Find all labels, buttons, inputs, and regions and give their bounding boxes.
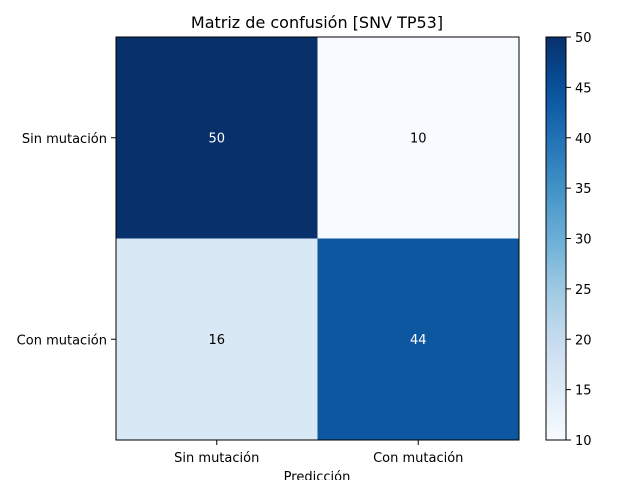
- colorbar-tick-label: 30: [575, 233, 592, 248]
- colorbar-tick-label: 20: [575, 333, 592, 348]
- x-axis-ticks: Sin mutación Con mutación: [174, 440, 463, 466]
- y-tick-label: Con mutación: [17, 333, 107, 348]
- colorbar-tick-label: 50: [575, 31, 592, 46]
- colorbar-tick-label: 15: [575, 384, 592, 399]
- y-tick-label: Sin mutación: [22, 132, 107, 147]
- heatmap-cell: [317, 37, 520, 239]
- heatmap-cell: [116, 37, 318, 239]
- colorbar-tick-label: 40: [575, 132, 592, 147]
- heatmap-cells: [116, 37, 520, 441]
- heatmap-cell: [317, 238, 520, 441]
- cell-value-label: 50: [208, 131, 225, 146]
- heatmap-cell-labels: 50 10 16 44: [208, 131, 426, 348]
- heatmap-cell: [116, 238, 318, 441]
- colorbar-tick-label: 25: [575, 283, 592, 298]
- chart-title: Matriz de confusión [SNV TP53]: [191, 13, 443, 32]
- x-axis-label: Predicción: [284, 470, 351, 480]
- cell-value-label: 44: [410, 333, 427, 348]
- plot-frame: [115, 36, 520, 441]
- x-tick-label: Sin mutación: [174, 451, 259, 466]
- cell-value-label: 10: [410, 131, 427, 146]
- colorbar: [545, 36, 567, 441]
- cell-value-label: 16: [208, 333, 225, 348]
- x-tick-label: Con mutación: [373, 451, 463, 466]
- colorbar-tick-label: 10: [575, 434, 592, 449]
- colorbar-ticks: 10 15 20 25 30 35 40 45 50: [566, 31, 592, 449]
- colorbar-tick-label: 35: [575, 182, 592, 197]
- colorbar-tick-label: 45: [575, 81, 592, 96]
- y-axis-ticks: Sin mutación Con mutación: [17, 132, 116, 348]
